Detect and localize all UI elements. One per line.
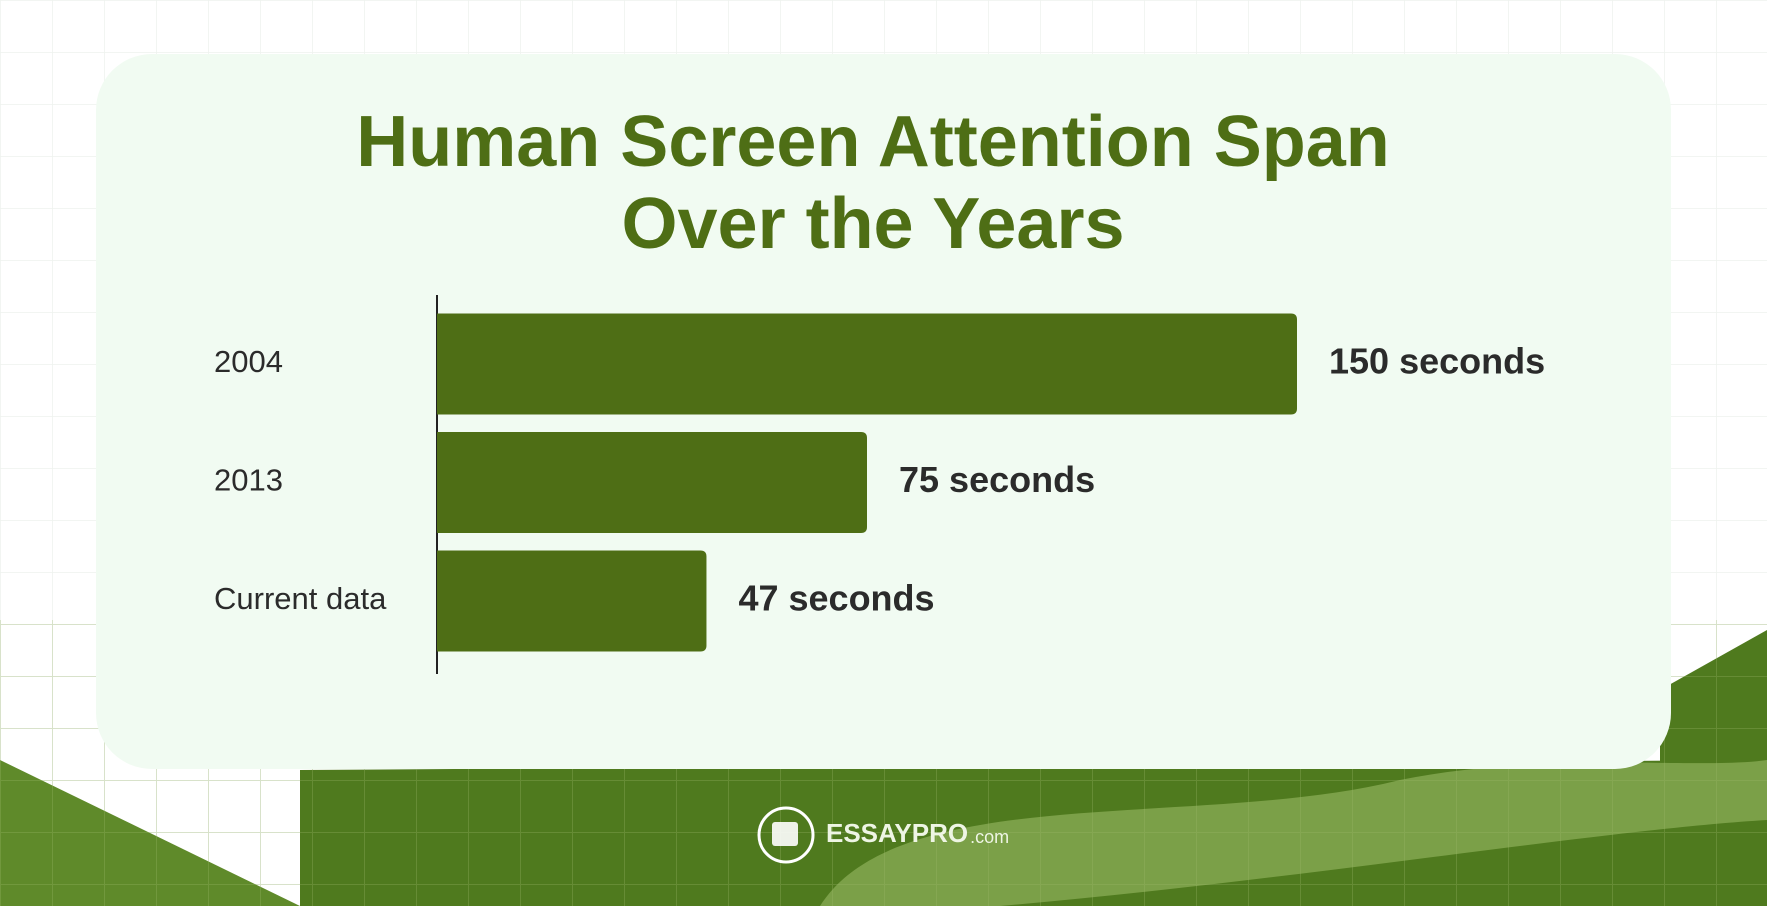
plot: 2004 150 seconds 2013 75 seconds Current dat… [214, 313, 1545, 652]
value-label: 75 seconds [899, 459, 1095, 500]
logo-suffix: .com [970, 827, 1009, 847]
category-label: Current data [214, 581, 387, 616]
logo-brand: ESSAYPRO [826, 818, 968, 848]
chart-title: Human Screen Attention Span Over the Year… [356, 102, 1389, 264]
value-label: 47 seconds [738, 578, 934, 619]
bar [437, 550, 707, 652]
value-label: 150 seconds [1329, 341, 1545, 382]
bar [437, 313, 1297, 415]
category-label: 2013 [214, 463, 283, 498]
bar [437, 432, 867, 533]
logo: ESSAYPRO .com [757, 806, 1009, 864]
category-label: 2004 [214, 344, 283, 379]
